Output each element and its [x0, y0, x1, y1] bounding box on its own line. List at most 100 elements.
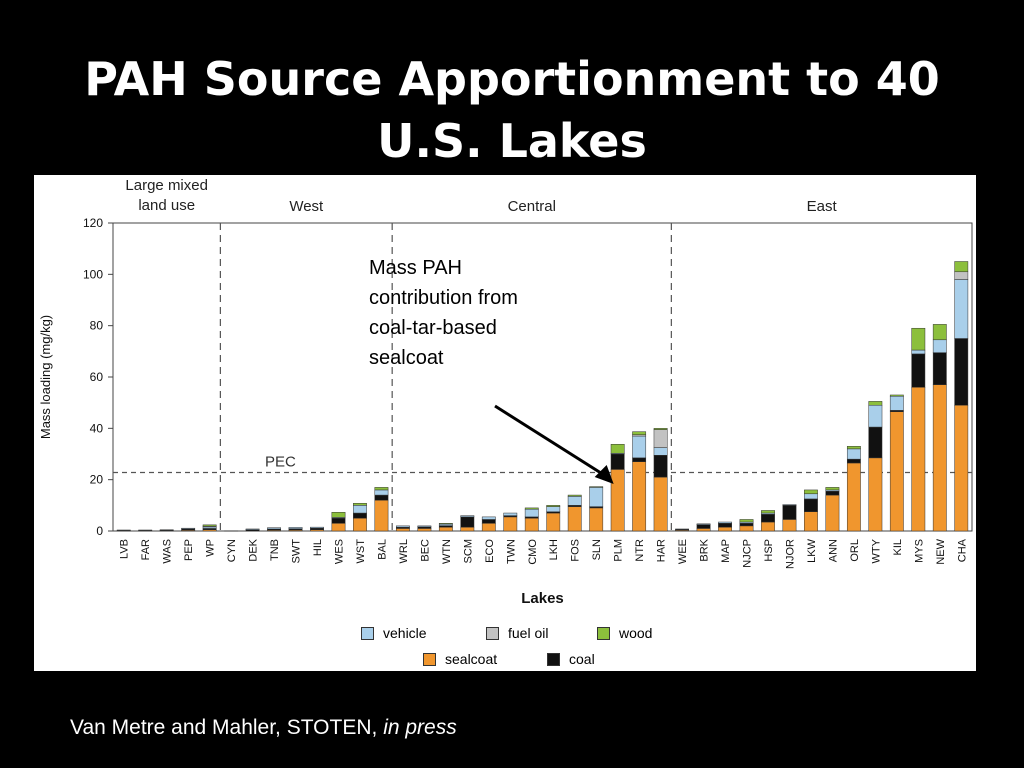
annotation-line-3: coal-tar-based [369, 317, 497, 339]
bar-segment-ANN-wood [825, 487, 840, 491]
bar-segment-WST-wood [353, 503, 367, 506]
bar-segment-NEW-sealcoat [932, 384, 947, 532]
bar-segment-WST-vehicle [353, 505, 367, 514]
bar-segment-WAS-vehicle [159, 529, 174, 531]
bar-segment-CHA-fuel-oil [954, 271, 969, 280]
bar-segment-LKH-sealcoat [546, 512, 561, 532]
bar-segment-MYS-vehicle [911, 349, 926, 355]
citation-status: in press [383, 716, 457, 739]
bar-segment-SLN-vehicle [589, 487, 604, 507]
slide-title-line-2: U.S. Lakes [377, 114, 647, 168]
bar-segment-WST-sealcoat [353, 517, 367, 532]
bar-segment-ANN-coal [825, 490, 840, 496]
x-tick-label: BEC [419, 539, 431, 562]
bar-segment-WES-wood [331, 512, 346, 518]
group-label: West [289, 198, 324, 215]
x-tick-label: LKW [806, 538, 818, 562]
bar-segment-ORL-vehicle [846, 448, 861, 460]
x-tick-label: ORL [849, 539, 861, 562]
bar-segment-ECO-sealcoat [481, 523, 496, 532]
bar-segment-WES-coal [331, 517, 346, 524]
annotation-arrow-line [494, 404, 607, 478]
bar-segment-PLM-sealcoat [610, 469, 625, 532]
bar-segment-CYN-coal [224, 530, 239, 532]
bar-segment-HSP-coal [761, 514, 775, 523]
x-tick-label: LVB [119, 539, 131, 559]
bar-segment-WTY-wood [868, 401, 883, 406]
bar-segment-LVB-vehicle [116, 529, 131, 531]
legend-swatch-vehicle [361, 627, 374, 640]
footer-citation: Van Metre and Mahler, STOTEN, in press [70, 716, 457, 740]
bar-segment-CHA-sealcoat [954, 404, 969, 532]
x-tick-label: HIL [312, 539, 324, 556]
bar-segment-ORL-sealcoat [846, 462, 861, 532]
bar-segment-CHA-coal [954, 338, 969, 406]
x-tick-label: NJOR [784, 539, 796, 569]
bar-segment-ANN-sealcoat [825, 494, 840, 532]
bar-segment-NTR-coal [632, 457, 647, 462]
bar-segment-NJCP-coal [739, 523, 754, 527]
bar-segment-BEC-sealcoat [417, 528, 432, 532]
x-tick-label: WEE [677, 539, 689, 564]
bar-segment-HAR-coal [653, 455, 668, 478]
bar-segment-MYS-wood [911, 327, 926, 351]
annotation-arrow-head [594, 465, 614, 484]
bar-segment-DEK-vehicle [245, 528, 260, 530]
chart-panel: 0 20 40 60 80 100 120 Mass loading (mg/kg) Lakes… [34, 175, 976, 671]
bar-segment-WTN-sealcoat [438, 526, 453, 532]
bar-segment-WTY-coal [868, 426, 883, 459]
bar-segment-MYS-coal [911, 353, 926, 388]
x-tick-label: ANN [827, 539, 839, 562]
legend-swatch-fuel-oil [486, 627, 499, 640]
bar-segment-WRL-sealcoat [396, 528, 410, 532]
x-tick-label: NEW [935, 538, 947, 564]
x-tick-label: MYS [913, 539, 925, 563]
bar-segment-ORL-wood [846, 446, 861, 450]
bar-segment-WTY-vehicle [868, 404, 883, 428]
legend-swatch-coal [547, 653, 560, 666]
annotation-line-2: contribution from [369, 287, 518, 309]
bar-segment-HAR-wood [653, 428, 668, 430]
bar-segment-MAP-vehicle [718, 521, 732, 524]
x-tick-label: SWT [291, 539, 303, 564]
x-tick-label: TWN [505, 539, 517, 564]
y-tick-label: 20 [90, 473, 104, 487]
bar-segment-FOS-wood [567, 494, 582, 497]
x-tick-label: WP [205, 539, 217, 557]
bar-segment-WTN-wood [438, 523, 453, 525]
bar-segment-CMO-wood [524, 507, 539, 510]
pec-label: PEC [265, 453, 296, 470]
x-tick-label: CMO [527, 539, 539, 565]
y-axis-label: Mass loading (mg/kg) [38, 315, 53, 439]
bar-segment-ECO-vehicle [481, 516, 496, 520]
bar-segment-FAR-vehicle [138, 529, 153, 531]
bar-segment-FOS-vehicle [567, 496, 582, 506]
legend-label-vehicle: vehicle [383, 625, 427, 641]
group-label: East [807, 198, 838, 215]
x-tick-label: MAP [720, 539, 732, 563]
bar-segment-BRK-sealcoat [696, 528, 711, 532]
bar-segment-HAR-sealcoat [653, 476, 668, 532]
bar-segment-SCM-coal [460, 516, 475, 528]
group-label: Large mixed [125, 177, 208, 194]
group-label: Central [508, 198, 556, 215]
x-tick-label: WST [355, 539, 367, 564]
bar-segment-BRK-vehicle [696, 523, 711, 525]
bar-segment-HSP-sealcoat [761, 521, 775, 532]
bar-segment-SCM-sealcoat [460, 526, 475, 532]
bar-segment-CMO-vehicle [524, 508, 539, 518]
bar-segment-SWT-vehicle [288, 527, 303, 529]
citation-text: Van Metre and Mahler, STOTEN, [70, 716, 378, 739]
x-tick-label: DEK [248, 538, 260, 561]
slide-title-line-1: PAH Source Apportionment to 40 [84, 52, 940, 106]
x-tick-label: LKH [548, 539, 560, 560]
bar-segment-LKH-vehicle [546, 506, 561, 513]
bar-segment-NEW-coal [932, 352, 947, 385]
bar-segment-CHA-wood [954, 261, 969, 273]
legend-label-fuel-oil: fuel oil [508, 625, 549, 641]
x-tick-label: CYN [226, 539, 238, 562]
x-tick-label: SLN [591, 539, 603, 560]
bar-segment-FOS-sealcoat [567, 506, 582, 532]
x-tick-label: PEP [183, 539, 195, 561]
bar-segment-SLN-wood [589, 486, 604, 488]
